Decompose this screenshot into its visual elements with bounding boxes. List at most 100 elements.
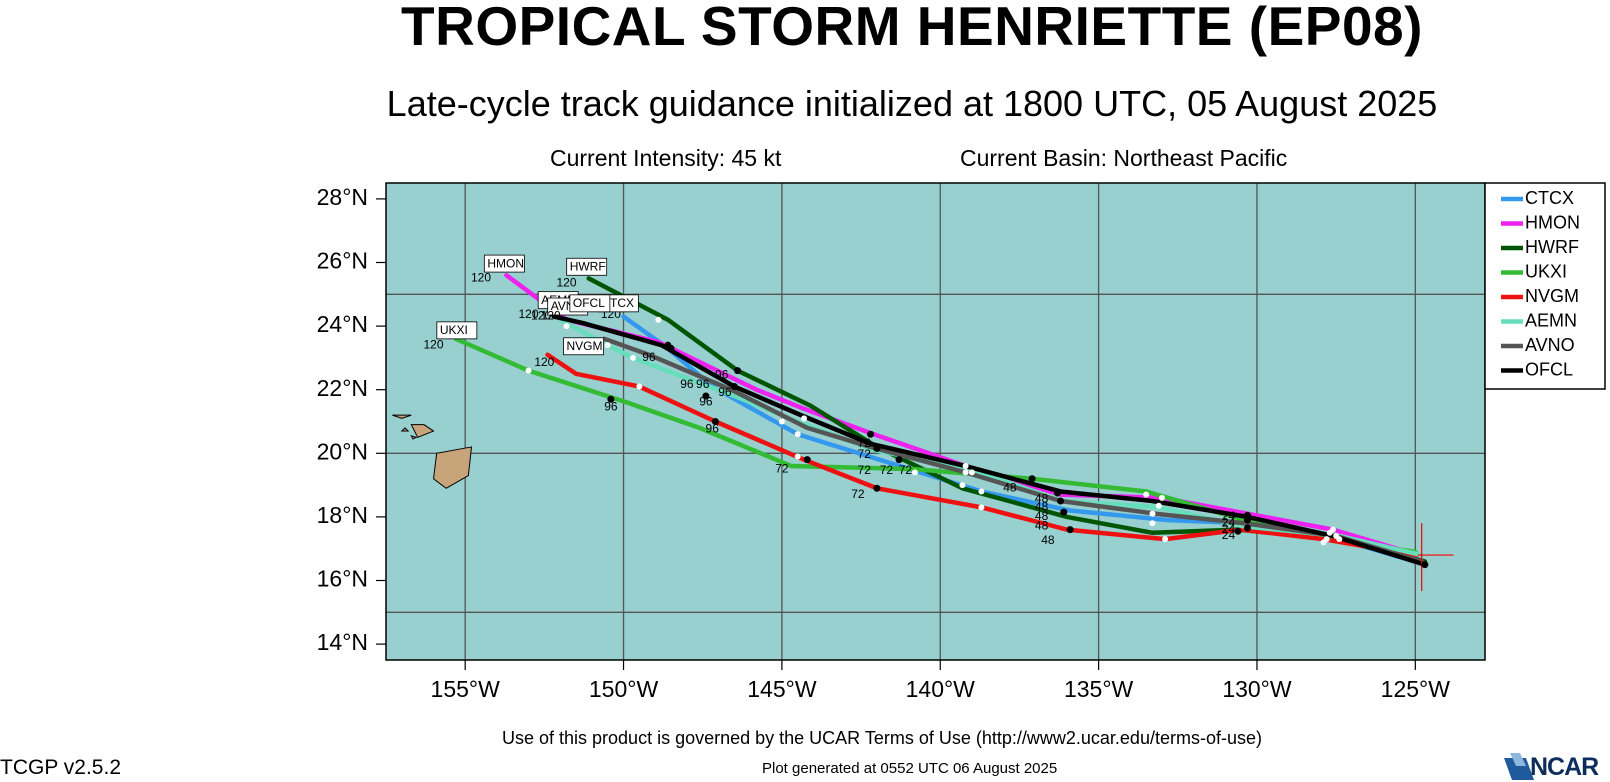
- black-marker: [1234, 527, 1242, 535]
- white-marker: [778, 418, 785, 425]
- y-tick-label: 18°N: [317, 502, 368, 528]
- white-marker: [794, 453, 801, 460]
- white-marker: [794, 431, 801, 438]
- hawaii-island: [410, 424, 435, 439]
- end-hour-label: 120: [557, 275, 577, 289]
- white-marker: [962, 469, 969, 476]
- forecast-hour-label: 24: [1222, 515, 1236, 529]
- hawaii-island: [432, 446, 473, 489]
- black-marker: [873, 445, 881, 453]
- end-hour-label: 120: [534, 355, 554, 369]
- end-hour-label: 120: [471, 271, 491, 285]
- y-tick-label: 22°N: [317, 375, 368, 401]
- legend-label-hwrf: HWRF: [1525, 237, 1579, 257]
- black-marker: [702, 392, 710, 400]
- black-marker: [1066, 526, 1074, 534]
- forecast-hour-label: 96: [715, 368, 729, 382]
- legend-label-avno: AVNO: [1525, 335, 1575, 355]
- white-marker: [1162, 536, 1169, 543]
- x-tick-label: 150°W: [589, 676, 659, 702]
- forecast-hour-label: 24: [1222, 528, 1236, 542]
- plot-frame: [385, 182, 1486, 661]
- white-marker: [1149, 510, 1156, 517]
- ncar-logo-icon: [1504, 753, 1534, 780]
- white-marker: [525, 367, 532, 374]
- legend-label-ofcl: OFCL: [1525, 359, 1573, 379]
- white-marker: [1320, 539, 1327, 546]
- forecast-hour-label: 72: [858, 463, 872, 477]
- white-marker: [801, 415, 808, 422]
- black-marker: [803, 456, 811, 464]
- white-marker: [1155, 502, 1162, 509]
- track-end-label: OFCL: [573, 296, 605, 310]
- track-end-label-box: [569, 294, 611, 313]
- black-marker: [1421, 561, 1429, 569]
- hawaii-island: [410, 434, 418, 440]
- x-tick-label: 140°W: [906, 676, 976, 702]
- black-marker: [734, 367, 742, 375]
- ncar-logo: NCAR: [1504, 752, 1610, 781]
- page-title: TROPICAL STORM HENRIETTE (EP08): [401, 0, 1423, 57]
- forecast-hour-label: 48: [1041, 533, 1055, 547]
- track-ofcl: [551, 314, 1428, 567]
- legend-label-ukxi: UKXI: [1525, 261, 1567, 281]
- forecast-hour-label: 24: [1222, 522, 1236, 536]
- y-tick-label: 20°N: [317, 438, 368, 464]
- white-marker: [968, 469, 975, 476]
- white-marker: [911, 469, 918, 476]
- white-marker: [636, 383, 643, 390]
- plot-generated-text: Plot generated at 0552 UTC 06 August 202…: [762, 760, 1058, 777]
- ncar-logo-text: NCAR: [1530, 753, 1599, 781]
- forecast-hour-label: 48: [1035, 500, 1049, 514]
- white-marker: [604, 342, 611, 349]
- hawaii-island: [361, 402, 380, 412]
- forecast-hour-label: 72: [775, 461, 789, 475]
- forecast-hour-label: 24: [1222, 509, 1236, 523]
- black-marker: [1057, 497, 1065, 505]
- x-tick-label: 130°W: [1222, 676, 1292, 702]
- legend-label-hmon: HMON: [1525, 212, 1580, 232]
- end-hour-label: 120: [519, 307, 539, 321]
- black-marker: [1060, 508, 1068, 516]
- white-marker: [1326, 529, 1333, 536]
- legend-label-aemn: AEMN: [1525, 310, 1577, 330]
- black-marker: [1028, 475, 1036, 483]
- x-tick-label: 135°W: [1064, 676, 1134, 702]
- white-marker: [959, 482, 966, 489]
- hawaii-island: [392, 414, 412, 419]
- forecast-hour-label: 72: [880, 463, 894, 477]
- y-tick-label: 14°N: [317, 629, 368, 655]
- forecast-hour-label: 96: [642, 350, 656, 364]
- forecast-hour-label: 48: [1035, 509, 1049, 523]
- forecast-hour-label: 96: [680, 377, 694, 391]
- x-tick-label: 145°W: [747, 676, 817, 702]
- grid-lines: [386, 183, 1485, 660]
- black-marker: [1243, 524, 1251, 532]
- legend-label-ctcx: CTCX: [1525, 188, 1574, 208]
- terms-of-use-text: Use of this product is governed by the U…: [502, 728, 1262, 748]
- black-marker: [1243, 516, 1251, 524]
- current-intensity: Current Intensity: 45 kt: [550, 145, 782, 171]
- forecast-hour-label: 96: [706, 422, 720, 436]
- white-marker: [655, 316, 662, 323]
- forecast-hour-label: 72: [851, 487, 865, 501]
- forecast-hour-label: 72: [858, 436, 872, 450]
- hawaii-island: [400, 427, 410, 432]
- current-basin: Current Basin: Northeast Pacific: [960, 145, 1288, 171]
- track-end-label-box: [436, 321, 478, 340]
- forecast-hour-label: 72: [899, 463, 913, 477]
- white-marker: [1149, 520, 1156, 527]
- y-tick-label: 16°N: [317, 566, 368, 592]
- black-marker: [1053, 489, 1061, 497]
- white-marker: [978, 504, 985, 511]
- black-marker: [895, 456, 903, 464]
- track-end-label: HMON: [487, 256, 524, 270]
- ocean-background: [386, 183, 1485, 660]
- black-marker: [664, 341, 672, 349]
- track-end-label-box: [563, 337, 604, 356]
- black-marker: [867, 430, 875, 438]
- legend-box: [1484, 182, 1606, 390]
- forecast-hour-label: 48: [1003, 480, 1017, 494]
- track-nvgm: [545, 352, 1418, 558]
